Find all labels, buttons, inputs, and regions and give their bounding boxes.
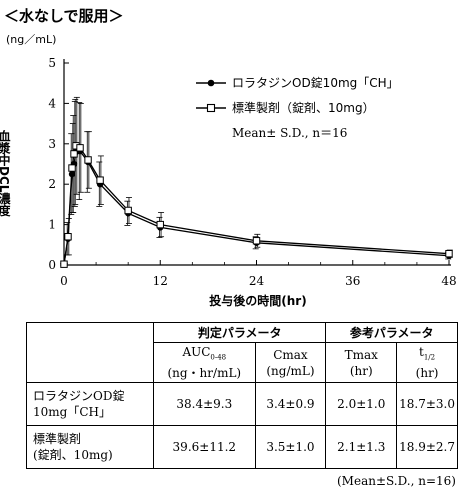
param-header-tmax: Tmax (hr)	[325, 341, 398, 384]
group-header-primary: 判定パラメータ	[153, 322, 327, 343]
param-header-thalf: t1/2 (hr)	[396, 341, 458, 384]
group-header-reference: 参考パラメータ	[325, 322, 458, 343]
series-line-1	[63, 144, 450, 265]
legend-label-reference: 標準製剤（錠剤、10mg）	[232, 100, 375, 115]
data-point-reference	[124, 206, 132, 215]
y-tick-label: 3	[48, 137, 56, 151]
y-axis-title: 血漿中DCL濃度	[0, 129, 11, 217]
legend-item-reference: 標準製剤（錠剤、10mg）	[196, 100, 375, 115]
cell-auc-reference: 39.6±11.2	[153, 425, 256, 470]
table-group-header-row: 判定パラメータ 参考パラメータ	[25, 321, 458, 384]
data-point-reference	[445, 249, 453, 258]
cell-thalf-reference: 18.9±2.7	[396, 425, 458, 470]
cell-cmax-test: 3.4±0.9	[254, 382, 327, 427]
y-tick-label: 1	[48, 218, 56, 232]
footnote: (Mean±S.D., n=16)	[337, 474, 456, 488]
data-point-reference	[64, 233, 72, 241]
data-point-reference	[68, 164, 76, 172]
cell-tmax-reference: 2.1±1.3	[325, 425, 398, 470]
data-point-reference	[76, 144, 84, 152]
x-tick-label: 48	[441, 274, 456, 288]
data-point-test	[68, 170, 76, 178]
y-tick-label: 0	[48, 258, 56, 272]
data-point-reference	[252, 237, 261, 245]
legend-item-test: ロラタジンOD錠10mg「CH」	[196, 75, 399, 90]
legend-marker-open-square	[206, 103, 216, 113]
x-tick-label: 24	[249, 274, 265, 288]
row-label-reference: 標準製剤 (錠剤、10mg)	[25, 425, 155, 470]
table-corner-cell	[25, 321, 155, 384]
data-point-reference	[156, 220, 164, 229]
series-markers	[60, 142, 453, 268]
series-lines	[63, 144, 450, 265]
y-tick-label: 2	[48, 177, 56, 191]
table-row: ロラタジンOD錠 10mg「CH」 38.4±9.3 3.4±0.9 2.0±1.…	[25, 382, 458, 427]
param-header-cmax: Cmax (ng/mL)	[254, 341, 327, 384]
data-point-reference	[60, 260, 68, 268]
legend-label-test: ロラタジンOD錠10mg「CH」	[232, 75, 399, 90]
y-tick-label: 4	[48, 96, 56, 110]
data-point-reference	[96, 176, 104, 184]
y-unit-label: (ng／mL)	[6, 33, 56, 46]
row-label-test: ロラタジンOD錠 10mg「CH」	[25, 382, 155, 427]
parameter-table: 判定パラメータ 参考パラメータ AUC0-48 (ng・hr/mL) Cmax …	[25, 321, 458, 470]
y-tick-label: 5	[48, 56, 56, 70]
x-tick-label: 0	[60, 274, 68, 288]
x-tick-label: 12	[153, 274, 168, 288]
table-param-header-row: AUC0-48 (ng・hr/mL) Cmax (ng/mL) Tmax (hr…	[27, 341, 458, 384]
data-point-reference	[70, 150, 78, 158]
legend: ロラタジンOD錠10mg「CH」 標準製剤（錠剤、10mg） Mean± S.D…	[196, 75, 399, 140]
x-tick-label: 36	[345, 274, 360, 288]
table-row: 標準製剤 (錠剤、10mg) 39.6±11.2 3.5±1.0 2.1±1.3 …	[25, 425, 458, 470]
data-point-reference	[84, 156, 92, 164]
param-header-auc: AUC0-48 (ng・hr/mL)	[153, 341, 256, 384]
x-axis-title: 投与後の時間(hr)	[209, 293, 306, 308]
chart-heading: ＜水なしで服用＞	[4, 7, 124, 25]
cell-tmax-test: 2.0±1.0	[325, 382, 398, 427]
stat-note: Mean± S.D., n＝16	[232, 126, 347, 140]
cell-auc-test: 38.4±9.3	[153, 382, 256, 427]
legend-marker-filled-circle	[207, 79, 215, 87]
cell-thalf-test: 18.7±3.0	[396, 382, 458, 427]
cell-cmax-reference: 3.5±1.0	[254, 425, 327, 470]
